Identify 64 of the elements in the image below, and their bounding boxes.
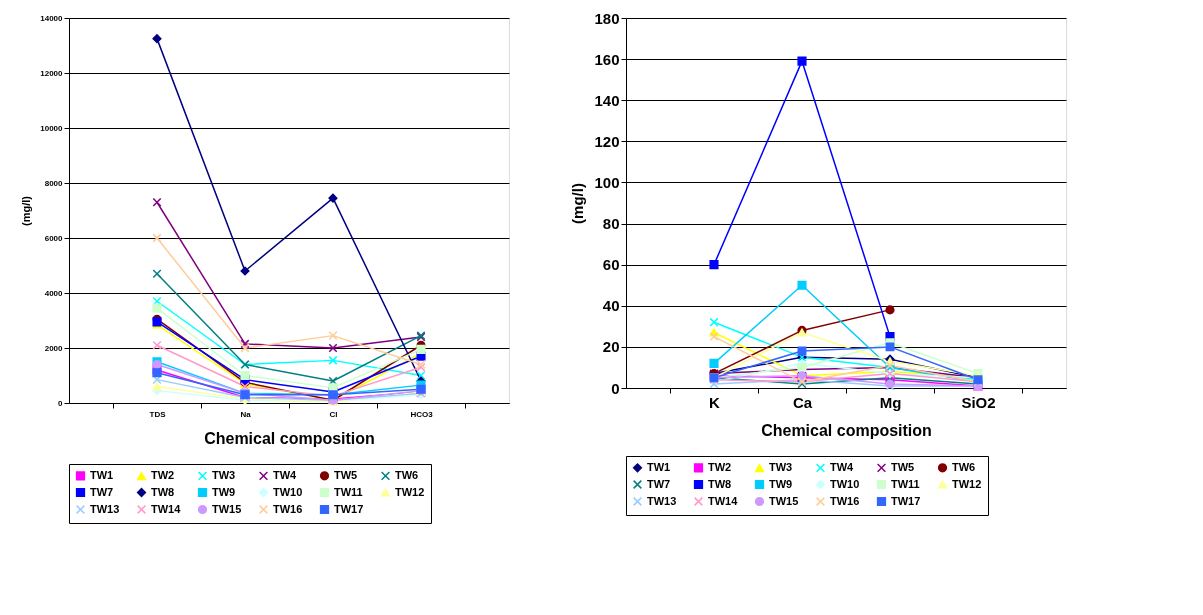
x-tick-label: HCO3 — [410, 409, 434, 419]
y-tick-label: 10000 — [40, 123, 64, 133]
y-tick-label: 4000 — [44, 288, 64, 298]
legend-label: TW16 — [830, 494, 860, 507]
legend-label: TW3 — [212, 468, 236, 481]
y-tick-label: 100 — [594, 173, 620, 191]
legend-label: TW12 — [952, 477, 982, 490]
y-tick-label: 120 — [594, 132, 620, 150]
y-tick-label: 20 — [602, 338, 620, 356]
legend-label: TW5 — [891, 460, 915, 473]
legend-label: TW5 — [334, 468, 358, 481]
legend-label: TW1 — [90, 468, 114, 481]
legend-label: TW4 — [830, 460, 855, 473]
legend-label: TW17 — [891, 494, 921, 507]
legend-label: TW14 — [151, 502, 182, 515]
y-axis-title: (mg/l) — [20, 195, 33, 226]
x-tick-label: Cl — [329, 409, 338, 419]
y-tick-label: 40 — [602, 297, 620, 315]
y-tick-label: 60 — [602, 256, 620, 274]
y-tick-label: 2000 — [44, 343, 64, 353]
legend-label: TW8 — [151, 485, 175, 498]
legend-label: TW10 — [273, 485, 303, 498]
legend-label: TW14 — [708, 494, 739, 507]
y-tick-label: 160 — [594, 50, 620, 68]
legend-label: TW8 — [708, 477, 732, 490]
legend-label: TW2 — [151, 469, 175, 482]
x-axis-title: Chemical composition — [204, 429, 375, 447]
legend-label: TW17 — [334, 502, 364, 515]
y-axis-title: (mg/l) — [569, 183, 587, 224]
legend-label: TW15 — [212, 502, 242, 515]
x-tick-label: TDS — [149, 409, 167, 419]
legend-label: TW10 — [830, 477, 860, 490]
y-tick-label: 12000 — [40, 68, 64, 78]
legend-label: TW15 — [769, 494, 799, 507]
y-tick-label: 140 — [594, 91, 620, 109]
y-tick-label: 0 — [58, 398, 64, 408]
legend-label: TW1 — [647, 460, 671, 473]
x-tick-label: SiO2 — [961, 393, 996, 411]
x-tick-label: Na — [240, 409, 252, 419]
legend-label: TW6 — [395, 468, 419, 481]
legend-label: TW2 — [708, 460, 732, 473]
legend-label: TW13 — [647, 494, 677, 507]
legend-label: TW3 — [769, 461, 793, 474]
legend-label: TW7 — [90, 485, 114, 498]
legend-label: TW12 — [395, 485, 425, 498]
x-tick-label: Ca — [792, 393, 813, 411]
legend-label: TW13 — [90, 502, 120, 515]
y-tick-label: 80 — [602, 215, 620, 233]
x-tick-label: K — [709, 393, 721, 411]
legend-label: TW11 — [891, 477, 920, 490]
legend-label: TW6 — [952, 460, 976, 473]
y-tick-label: 14000 — [40, 13, 64, 23]
legend-label: TW16 — [273, 502, 303, 515]
x-axis-title: Chemical composition — [761, 421, 932, 439]
legend-label: TW9 — [212, 485, 236, 498]
legend-label: TW4 — [273, 468, 298, 481]
legend-label: TW9 — [769, 477, 793, 490]
y-tick-label: 8000 — [44, 178, 64, 188]
y-tick-label: 0 — [611, 379, 620, 397]
y-tick-label: 6000 — [44, 233, 64, 243]
y-tick-label: 180 — [594, 9, 620, 27]
x-tick-label: Mg — [879, 393, 902, 411]
legend-label: TW11 — [334, 485, 363, 498]
legend-label: TW7 — [647, 477, 671, 490]
